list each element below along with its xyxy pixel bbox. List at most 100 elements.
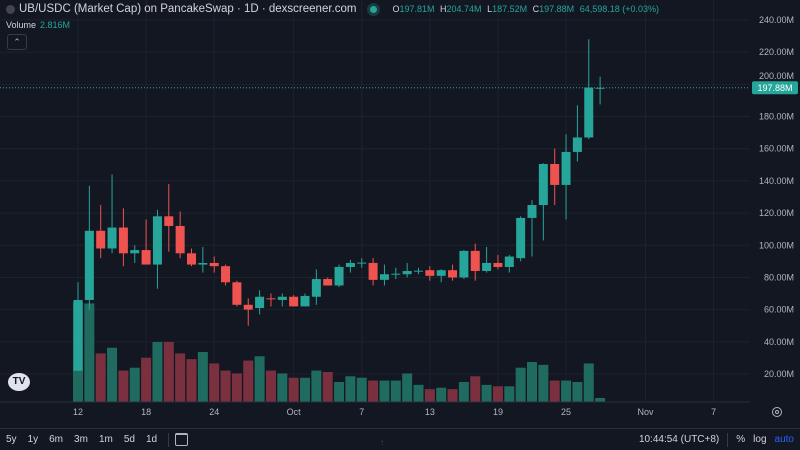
price-tick: 40.00M: [764, 337, 794, 347]
volume-bar: [163, 342, 174, 402]
candle: [516, 216, 526, 262]
candle-body: [572, 137, 582, 152]
volume-bar: [345, 376, 356, 402]
candle: [141, 219, 151, 265]
candle: [266, 293, 276, 307]
candle-body: [198, 262, 208, 265]
candle-body: [379, 274, 389, 280]
volume-bar: [129, 367, 140, 402]
volume-bar: [470, 376, 481, 402]
candle-body: [209, 262, 219, 267]
candle-body: [504, 256, 514, 267]
candle-body: [107, 227, 117, 249]
candle-body: [345, 262, 355, 267]
candle: [448, 264, 458, 281]
candle-body: [232, 282, 242, 305]
candle: [379, 264, 389, 286]
candle-body: [187, 253, 196, 265]
candle: [561, 134, 571, 220]
price-tick: 60.00M: [764, 305, 794, 315]
candle-body: [255, 296, 265, 309]
candle-body: [311, 279, 321, 297]
candle-body: [84, 230, 94, 300]
range-5d[interactable]: 5d: [123, 434, 135, 445]
tradingview-logo[interactable]: TV: [8, 373, 30, 391]
time-tick: Oct: [287, 407, 302, 417]
price-tick: 240.00M: [759, 15, 794, 25]
volume-bar: [515, 367, 526, 402]
range-5y[interactable]: 5y: [6, 434, 17, 445]
chevron-up-icon: ⌃: [13, 37, 21, 47]
percent-toggle[interactable]: %: [736, 434, 746, 445]
candle-body: [414, 270, 423, 272]
range-1d[interactable]: 1d: [145, 434, 158, 445]
volume-bar: [527, 362, 537, 402]
candle-body: [482, 262, 492, 272]
volume-bar: [538, 364, 549, 402]
candle: [323, 277, 333, 286]
price-tick: 80.00M: [764, 272, 794, 282]
candle: [311, 269, 321, 305]
volume-bar: [118, 370, 129, 402]
candle: [595, 76, 605, 105]
range-3m[interactable]: 3m: [74, 434, 88, 445]
scroll-arrow-icon[interactable]: ↑: [380, 438, 384, 447]
clock-time[interactable]: 10:44:54 (UTC+8): [638, 434, 720, 445]
candle-body: [391, 273, 401, 275]
range-6m[interactable]: 6m: [49, 434, 64, 445]
volume-bar: [152, 342, 163, 402]
volume-bar: [572, 382, 583, 402]
volume-legend: Volume 2.816M: [6, 20, 71, 30]
divider: [727, 432, 729, 447]
candle: [538, 163, 548, 241]
time-tick: 13: [425, 407, 435, 417]
svg-text:197.88M: 197.88M: [757, 83, 792, 93]
price-axis[interactable]: 240.00M 220.00M 200.00M 180.00M 160.00M 140.0…: [759, 15, 794, 379]
range-1y[interactable]: 1y: [27, 434, 39, 445]
change-value: 64,598.18 (+0.03%): [579, 4, 659, 14]
range-1m[interactable]: 1m: [98, 434, 113, 445]
volume-bar: [504, 386, 515, 402]
auto-toggle[interactable]: auto: [774, 434, 794, 445]
candle: [470, 243, 480, 281]
price-tick: 220.00M: [759, 47, 794, 57]
candle-body: [368, 262, 378, 280]
time-tick: 12: [73, 407, 83, 417]
candle: [209, 256, 219, 273]
time-tick: 19: [493, 407, 503, 417]
collapse-legend-button[interactable]: ⌃: [7, 34, 27, 50]
candle-body: [436, 270, 446, 276]
volume-bar: [209, 363, 220, 402]
volume-bar: [481, 384, 492, 402]
candle: [300, 293, 310, 307]
candle: [482, 246, 492, 273]
candle: [277, 293, 287, 307]
time-axis[interactable]: 12 18 24 Oct 7 13 19 25 Nov 7: [73, 407, 716, 417]
candle: [493, 254, 503, 270]
calendar-icon[interactable]: [175, 433, 189, 446]
price-tick: 160.00M: [759, 144, 794, 154]
candle-body: [289, 296, 299, 307]
volume-bar: [368, 380, 379, 402]
volume-bar: [402, 373, 413, 402]
candle: [107, 174, 117, 254]
chart-legend: UB/USDC (Market Cap) on PancakeSwap · 1D…: [6, 3, 659, 15]
candle-body: [175, 225, 185, 254]
candle-body: [323, 279, 333, 286]
gear-icon[interactable]: [772, 407, 782, 417]
price-chart[interactable]: 240.00M 220.00M 200.00M 180.00M 160.00M 140.0…: [0, 0, 800, 428]
candle-body: [118, 227, 128, 254]
volume-bar: [288, 377, 299, 402]
candle-body: [459, 250, 469, 278]
candle-body: [164, 216, 174, 226]
candle: [550, 148, 560, 206]
candle: [414, 267, 423, 275]
volume-bar: [84, 303, 95, 402]
log-toggle[interactable]: log: [753, 434, 767, 445]
chart-title: UB/USDC (Market Cap) on PancakeSwap · 1D…: [19, 3, 357, 15]
candle: [527, 200, 537, 257]
candle: [584, 39, 594, 140]
price-tick: 20.00M: [764, 369, 794, 379]
candle: [572, 105, 582, 162]
volume-bar: [231, 373, 242, 402]
